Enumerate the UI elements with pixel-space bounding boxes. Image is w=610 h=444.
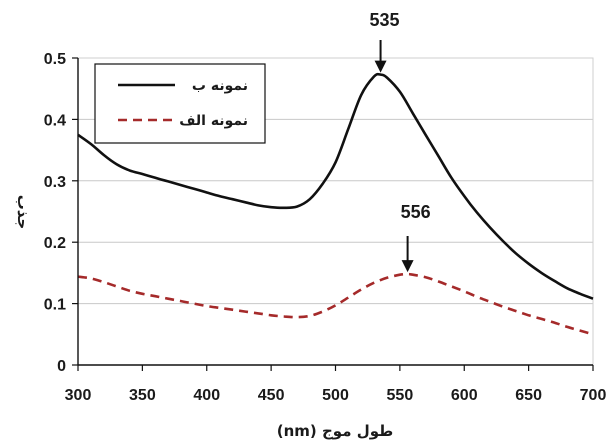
y-axis-title: جذب bbox=[14, 195, 32, 230]
legend-label-series-a: نمونه الف bbox=[179, 113, 248, 129]
axes: 0 0.1 0.2 0.3 0.4 0.5 300 350 400 450 500 550 600 650… bbox=[44, 51, 607, 404]
peak-arrow-head-556 bbox=[401, 260, 414, 273]
peak-arrow-head-535 bbox=[374, 60, 387, 73]
series-lines bbox=[77, 72, 594, 336]
x-axis-title: طول موج (nm) bbox=[277, 422, 394, 440]
x-tick-label: 650 bbox=[515, 387, 542, 404]
x-tick-label: 500 bbox=[322, 387, 349, 404]
legend: نمونه ب نمونه الف bbox=[94, 63, 266, 144]
x-tick-label: 300 bbox=[65, 387, 92, 404]
peak-label-556: 556 bbox=[401, 202, 431, 222]
series-line-a bbox=[77, 272, 594, 336]
x-tick-label: 450 bbox=[258, 387, 285, 404]
legend-label-series-b: نمونه ب bbox=[192, 78, 248, 94]
x-tick-label: 550 bbox=[387, 387, 414, 404]
x-tick-label: 350 bbox=[129, 387, 156, 404]
x-tick-label: 400 bbox=[193, 387, 220, 404]
peak-label-535: 535 bbox=[370, 10, 400, 30]
y-tick-label: 0 bbox=[57, 358, 66, 375]
y-tick-label: 0.1 bbox=[44, 297, 66, 314]
peak-annotations: 535 556 bbox=[370, 10, 431, 273]
y-tick-label: 0.5 bbox=[44, 51, 66, 68]
y-tick-label: 0.2 bbox=[44, 235, 66, 252]
x-tick-label: 700 bbox=[580, 387, 607, 404]
series-line-b bbox=[77, 72, 594, 300]
y-tick-label: 0.4 bbox=[44, 112, 66, 129]
x-tick-label: 600 bbox=[451, 387, 478, 404]
y-tick-label: 0.3 bbox=[44, 174, 66, 191]
legend-box bbox=[94, 63, 266, 144]
